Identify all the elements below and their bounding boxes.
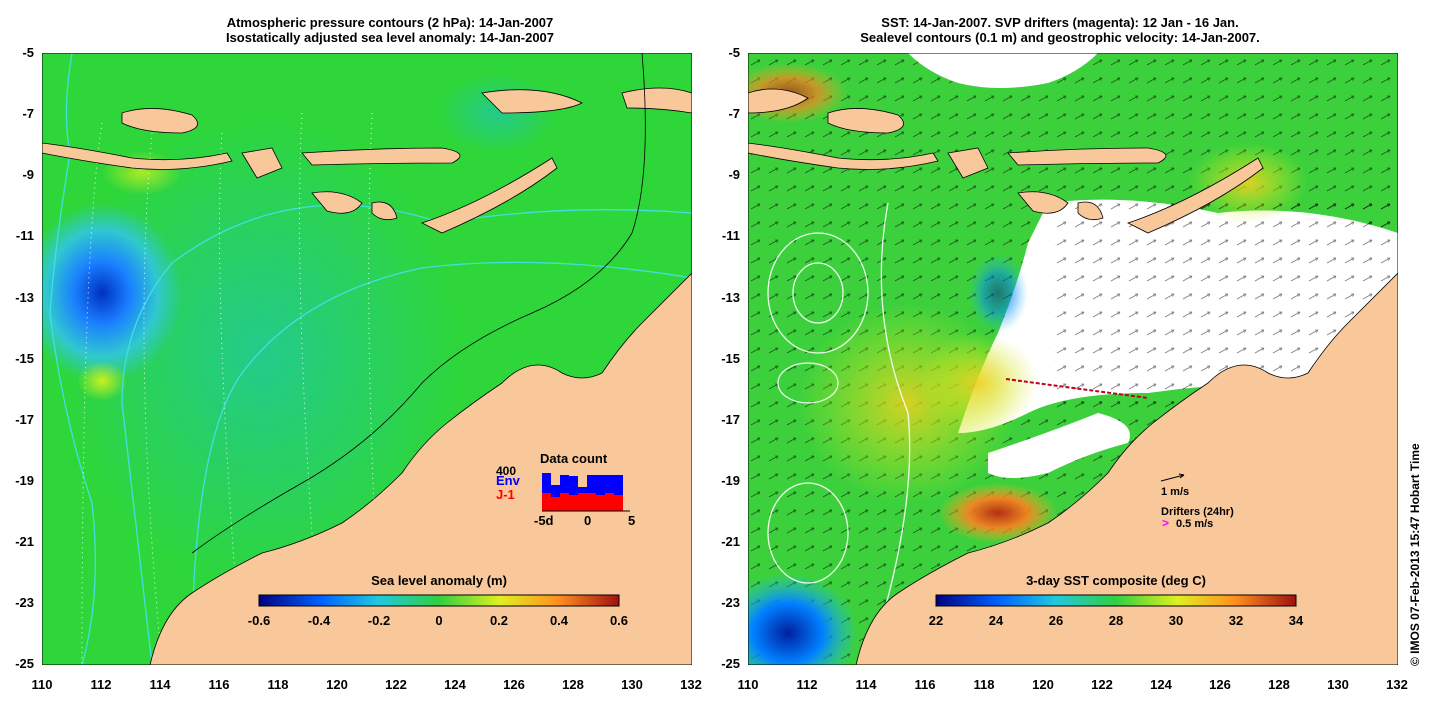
inset-title: Data count [540, 451, 608, 466]
lon-tick: 122 [1091, 677, 1113, 692]
lon-tick: 130 [621, 677, 643, 692]
lon-tick: 126 [503, 677, 525, 692]
sst-colorbar [935, 594, 1297, 607]
lat-tick: -7 [22, 106, 34, 121]
drifter-arrow-icon: > [1162, 516, 1169, 530]
inset-xtick-2: 5 [628, 513, 635, 528]
lon-tick: 120 [1032, 677, 1054, 692]
sla-colorbar-title: Sea level anomaly (m) [371, 573, 507, 588]
lon-tick: 116 [208, 677, 230, 692]
lat-tick: -11 [15, 228, 34, 243]
sst-tick: 32 [1229, 613, 1243, 628]
sst-tick: 34 [1289, 613, 1304, 628]
sla-colorbar-ticks: -0.6 -0.4 -0.2 0 0.2 0.4 0.6 [248, 613, 628, 628]
sla-tick: -0.2 [368, 613, 390, 628]
data-count-inset: Data count 400 Env J-1 -5d 0 5 [496, 451, 635, 528]
lon-tick: 128 [1268, 677, 1290, 692]
lon-tick: 132 [1386, 677, 1408, 692]
lat-tick: -13 [15, 290, 34, 305]
drifter-speed-label: 0.5 m/s [1176, 518, 1213, 530]
sla-colorbar [258, 594, 620, 607]
lon-tick: 132 [680, 677, 702, 692]
lon-tick: 114 [855, 677, 877, 692]
drifters-label: Drifters (24hr) [1161, 506, 1234, 518]
sla-tick: 0.4 [550, 613, 569, 628]
sst-tick: 26 [1049, 613, 1063, 628]
sst-tick: 28 [1109, 613, 1123, 628]
imos-credit: © IMOS 07-Feb-2013 15:47 Hobart Time [1408, 443, 1422, 666]
velocity-scale-label: 1 m/s [1161, 486, 1189, 498]
lon-tick: 112 [90, 677, 112, 692]
lat-tick: -9 [728, 167, 740, 182]
lat-tick: -15 [721, 351, 740, 366]
sst-tick: 24 [989, 613, 1004, 628]
lat-tick: -11 [721, 228, 740, 243]
sst-colorbar-ticks: 22 24 26 28 30 32 34 [929, 613, 1304, 628]
sla-tick: 0.6 [610, 613, 628, 628]
lat-tick: -17 [721, 412, 740, 427]
right-title-line1: SST: 14-Jan-2007. SVP drifters (magenta)… [881, 15, 1239, 30]
sla-tick: 0 [435, 613, 442, 628]
inset-bars [542, 473, 630, 512]
lat-tick: -23 [721, 595, 740, 610]
lon-tick: 116 [914, 677, 936, 692]
sla-tick: 0.2 [490, 613, 508, 628]
lon-tick: 118 [267, 677, 289, 692]
lat-tick: -19 [721, 473, 740, 488]
sla-tick: -0.6 [248, 613, 270, 628]
sla-tick: -0.4 [308, 613, 331, 628]
right-title-line2: Sealevel contours (0.1 m) and geostrophi… [860, 30, 1260, 45]
lat-tick: -5 [728, 45, 740, 60]
sea-level-anomaly-map: Data count 400 Env J-1 -5d 0 5 [42, 53, 692, 665]
sst-colorbar-title: 3-day SST composite (deg C) [1026, 573, 1206, 588]
sst-map: 1 m/s Drifters (24hr) > 0.5 m/s 3-day SS… [748, 53, 1398, 665]
velocity-legend: 1 m/s Drifters (24hr) > 0.5 m/s [1160, 473, 1234, 530]
lat-tick: -19 [15, 473, 34, 488]
lat-tick: -25 [15, 656, 34, 671]
lon-tick: 112 [796, 677, 818, 692]
sst-tick: 22 [929, 613, 943, 628]
left-title-line2: Isostatically adjusted sea level anomaly… [225, 30, 555, 45]
lon-tick: 110 [31, 677, 53, 692]
lon-tick: 122 [385, 677, 407, 692]
lon-tick: 130 [1327, 677, 1349, 692]
lon-tick: 124 [1150, 677, 1172, 692]
lat-tick: -21 [721, 534, 740, 549]
lon-tick: 126 [1209, 677, 1231, 692]
lon-tick: 120 [326, 677, 348, 692]
lat-tick: -15 [15, 351, 34, 366]
lat-tick: -23 [15, 595, 34, 610]
lat-tick: -9 [22, 167, 34, 182]
lat-tick: -7 [728, 106, 740, 121]
lat-tick: -5 [22, 45, 34, 60]
inset-env-label: Env [496, 473, 521, 488]
left-title-line1: Atmospheric pressure contours (2 hPa): 1… [226, 15, 554, 30]
lat-tick: -17 [15, 412, 34, 427]
lat-tick: -13 [721, 290, 740, 305]
lon-tick: 110 [737, 677, 759, 692]
lon-tick: 118 [973, 677, 995, 692]
inset-xtick-1: 0 [584, 513, 591, 528]
sst-tick: 30 [1169, 613, 1183, 628]
lon-tick: 128 [562, 677, 584, 692]
inset-j1-label: J-1 [496, 487, 515, 502]
inset-count-label: 400 [496, 464, 516, 478]
lat-tick: -25 [721, 656, 740, 671]
lat-tick: -21 [15, 534, 34, 549]
lon-tick: 114 [149, 677, 171, 692]
lon-tick: 124 [444, 677, 466, 692]
inset-xtick-0: -5d [534, 513, 554, 528]
